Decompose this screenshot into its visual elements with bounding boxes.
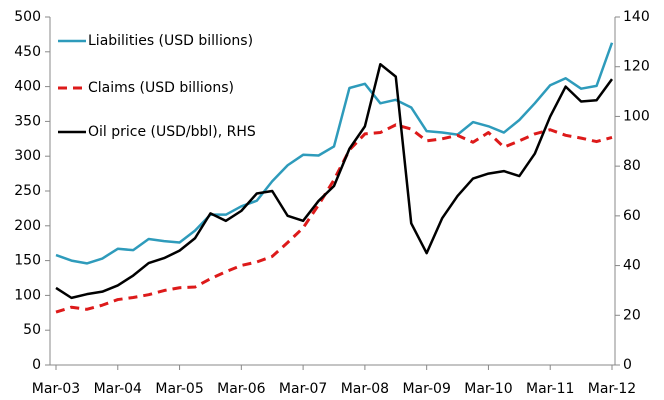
y2-tick-label: 20 <box>623 307 641 323</box>
x-tick-label: Mar-11 <box>526 381 574 397</box>
x-tick-label: Mar-05 <box>155 381 203 397</box>
y-tick-label: 0 <box>32 357 41 373</box>
y2-tick-label: 40 <box>623 258 641 274</box>
series-line <box>55 42 614 265</box>
x-tick-label: Mar-04 <box>94 381 142 397</box>
x-tick-label: Mar-07 <box>279 381 327 397</box>
legend-label: Claims (USD billions) <box>88 80 234 96</box>
y-tick-label: 50 <box>23 322 41 338</box>
y2-tick-label: 0 <box>623 357 632 373</box>
y2-tick-label: 60 <box>623 208 641 224</box>
series-line <box>55 123 613 314</box>
y-tick-label: 350 <box>14 113 41 129</box>
y2-tick-label: 100 <box>623 108 650 124</box>
legend-label: Oil price (USD/bbl), RHS <box>88 124 256 140</box>
y-tick-label: 450 <box>14 44 41 60</box>
y-tick-label: 100 <box>14 287 41 303</box>
y-tick-label: 400 <box>14 79 41 95</box>
y-tick-label: 300 <box>14 148 41 164</box>
x-tick-label: Mar-12 <box>588 381 636 397</box>
y2-tick-label: 120 <box>623 59 650 75</box>
y-tick-label: 200 <box>14 218 41 234</box>
x-tick-label: Mar-06 <box>217 381 265 397</box>
series-line <box>55 62 614 300</box>
x-tick-label: Mar-10 <box>464 381 512 397</box>
y2-tick-label: 140 <box>623 9 650 25</box>
y2-tick-label: 80 <box>623 158 641 174</box>
y-tick-label: 500 <box>14 9 41 25</box>
y-tick-label: 150 <box>14 253 41 269</box>
legend-label: Liabilities (USD billions) <box>88 33 253 49</box>
x-tick-label: Mar-03 <box>32 381 80 397</box>
x-tick-label: Mar-09 <box>402 381 450 397</box>
y-tick-label: 250 <box>14 183 41 199</box>
x-tick-label: Mar-08 <box>341 381 389 397</box>
